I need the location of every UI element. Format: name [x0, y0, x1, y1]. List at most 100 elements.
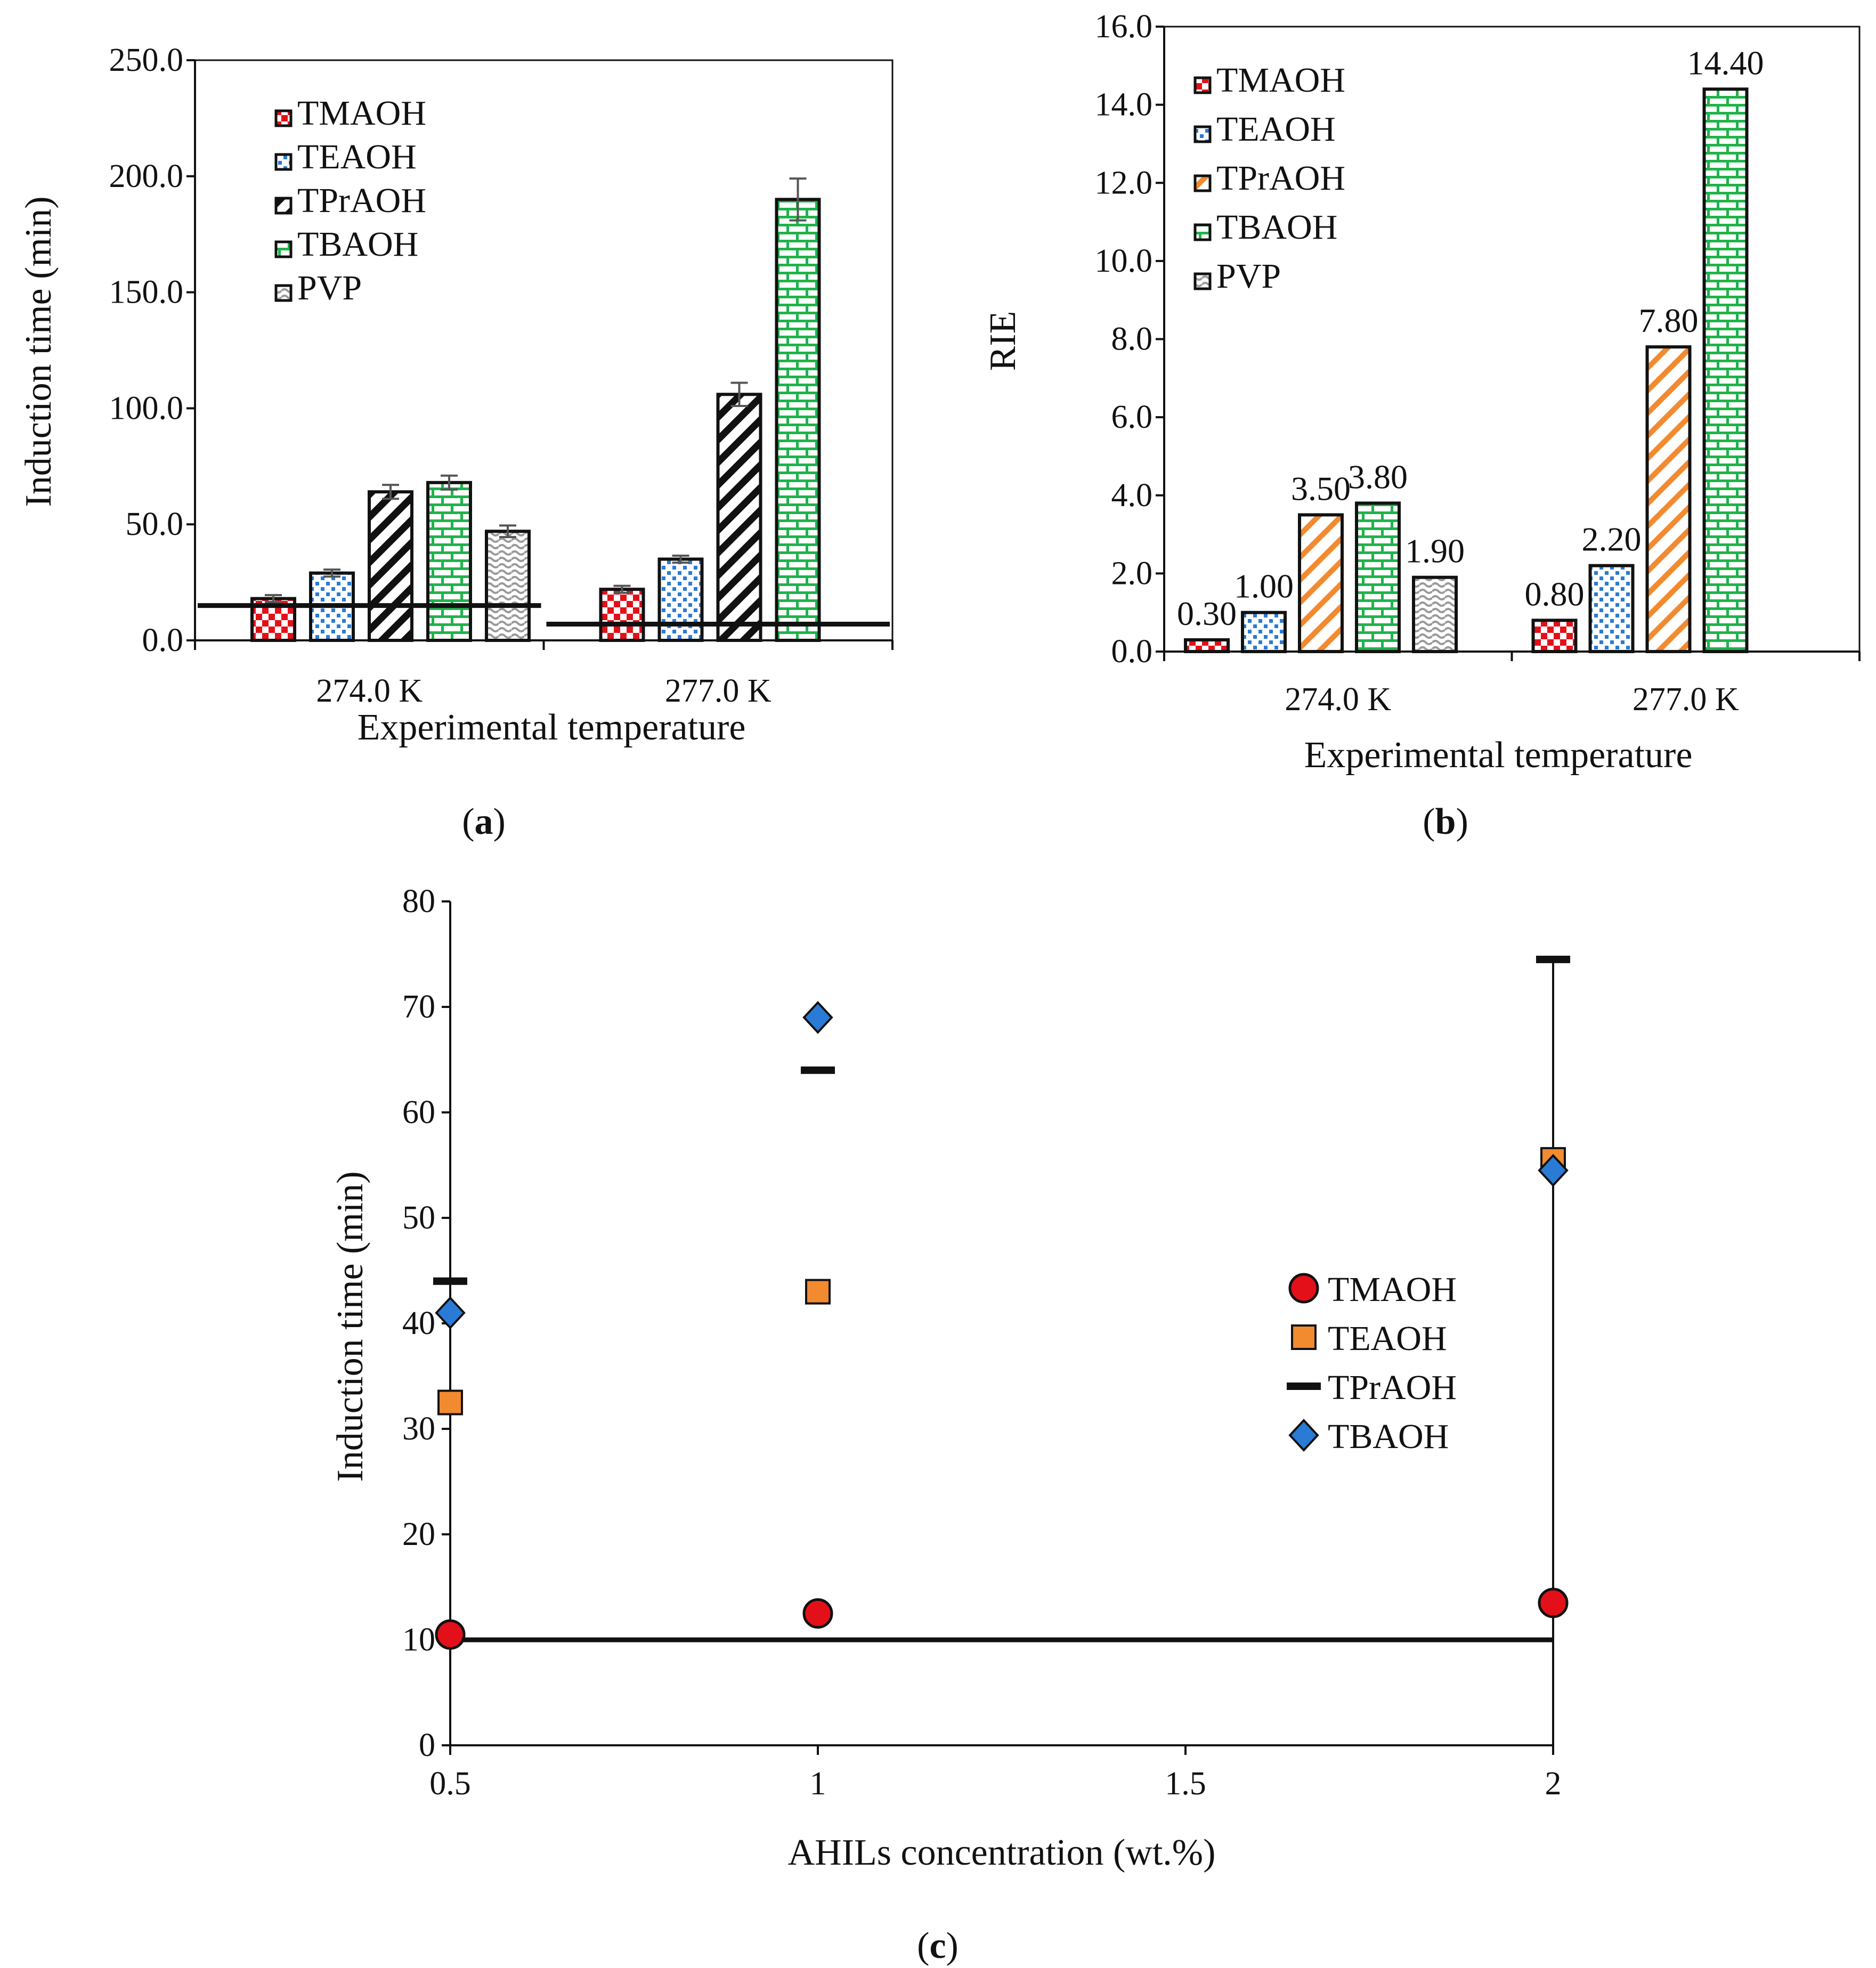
data-label: 7.80: [1639, 302, 1699, 339]
bar-tmaoh: [1184, 638, 1230, 653]
y-axis-title: Induction time (min): [330, 1171, 371, 1482]
y-tick-label: 6.0: [1111, 399, 1153, 435]
point-tpraoh: [801, 1066, 835, 1074]
legend-label-tpraoh: TPrAOH: [297, 181, 426, 220]
bar-tmaoh: [599, 588, 645, 642]
data-label: 3.50: [1291, 469, 1351, 507]
y-tick-label: 10: [402, 1622, 435, 1658]
panel-a-bar-chart: 0.0 50.0 100.0 150.0 200.0 250.0 274.0 K 277.0 …: [18, 42, 894, 748]
legend-swatch-pvp: [1193, 272, 1212, 290]
bar-teaoh: [1241, 611, 1287, 653]
panel-b-bar-chart: 0.0 2.0 4.0 6.0 8.0 10.0 12.0 14.0 16.0 274.0 K 27…: [982, 9, 1861, 776]
panel-c-scatter-chart: 0 10 20 30 40 50 60 70 80 0.5 1 1.5 2 TMAOH TEAOH TPrAO…: [330, 883, 1570, 1873]
legend-marker-tpraoh: [1287, 1383, 1321, 1390]
legend-swatch-tmaoh: [1193, 76, 1212, 94]
y-tick-label: 30: [402, 1411, 435, 1447]
point-teaoh: [437, 1389, 463, 1416]
y-tick-label: 10.0: [1095, 243, 1153, 279]
bar-tbaoh: [1702, 87, 1749, 653]
y-tick-label: 200.0: [109, 158, 184, 194]
bar-pvp: [1412, 575, 1458, 654]
point-tpraoh: [433, 1277, 467, 1285]
y-tick-label: 80: [402, 883, 435, 920]
legend-marker-teaoh: [1291, 1324, 1317, 1350]
y-tick-label: 0: [419, 1727, 435, 1763]
point-tmaoh: [1538, 1588, 1569, 1619]
x-tick-label: 277.0 K: [665, 673, 771, 709]
x-tick-label: 0.5: [429, 1766, 471, 1802]
legend-swatch-tbaoh: [274, 240, 293, 258]
x-tick-label: 1.5: [1165, 1766, 1206, 1802]
legend-label-tmaoh: TMAOH: [297, 94, 426, 133]
y-tick-label: 12.0: [1095, 165, 1153, 201]
legend-swatch-tpraoh: [274, 197, 293, 215]
point-tmaoh: [802, 1598, 833, 1629]
y-tick-label: 16.0: [1095, 9, 1153, 45]
y-tick-label: 0.0: [1111, 633, 1153, 670]
bar-tpraoh: [368, 490, 413, 642]
x-tick-label: 274.0 K: [316, 673, 423, 709]
y-axis-title: Induction time (min): [18, 196, 59, 507]
bar-tpraoh: [1298, 513, 1344, 653]
point-tbaoh: [1538, 1153, 1569, 1187]
data-label: 1.00: [1234, 567, 1294, 605]
y-tick-label: 0.0: [142, 622, 184, 658]
y-tick-label: 14.0: [1095, 87, 1153, 123]
legend-label-tpraoh: TPrAOH: [1216, 159, 1345, 198]
y-tick-label: 40: [402, 1305, 435, 1341]
x-tick-label: 277.0 K: [1633, 681, 1739, 718]
x-tick-label: 2: [1545, 1766, 1562, 1802]
legend-swatch-tbaoh: [1193, 223, 1212, 241]
legend-marker-tmaoh: [1288, 1273, 1319, 1304]
legend-label-teaoh: TEAOH: [1328, 1319, 1447, 1358]
legend-swatch-teaoh: [1193, 125, 1212, 143]
legend-label-tmaoh: TMAOH: [1328, 1270, 1457, 1309]
y-tick-label: 250.0: [109, 42, 184, 78]
data-label: 14.40: [1687, 44, 1764, 82]
bar-teaoh: [1588, 564, 1635, 654]
legend-label-tbaoh: TBAOH: [297, 225, 418, 264]
bar-teaoh: [657, 557, 704, 643]
data-label: 2.20: [1582, 521, 1642, 558]
bar-tpraoh: [1645, 345, 1692, 653]
point-teaoh: [805, 1279, 831, 1305]
legend-label-pvp: PVP: [1216, 257, 1281, 296]
x-tick-label: 274.0 K: [1285, 681, 1391, 718]
panel-label-b: (b): [1423, 801, 1468, 842]
y-tick-label: 4.0: [1111, 477, 1153, 514]
legend-swatch-tmaoh: [274, 109, 293, 127]
y-tick-label: 70: [402, 989, 435, 1025]
legend-label-teaoh: TEAOH: [1216, 110, 1336, 149]
legend-swatch-tpraoh: [1193, 174, 1212, 192]
bar-tbaoh: [1355, 501, 1401, 653]
y-tick-label: 150.0: [109, 274, 184, 311]
y-axis-title: RIE: [982, 311, 1024, 371]
legend-label-tmaoh: TMAOH: [1216, 61, 1345, 100]
panel-label-c: (c): [917, 1925, 959, 1966]
y-tick-label: 60: [402, 1094, 435, 1131]
data-label: 0.80: [1525, 575, 1585, 613]
y-tick-label: 8.0: [1111, 321, 1153, 357]
y-tick-label: 50.0: [126, 506, 184, 542]
bar-pvp: [485, 530, 531, 642]
y-tick-label: 100.0: [109, 390, 184, 426]
bar-tbaoh: [426, 481, 472, 642]
data-label: 0.30: [1177, 595, 1237, 632]
panel-label-a: (a): [462, 801, 506, 842]
y-tick-label: 50: [402, 1200, 435, 1236]
legend-marker-tbaoh: [1288, 1419, 1319, 1452]
legend-label-pvp: PVP: [297, 269, 362, 307]
x-axis-title: Experimental temperature: [1304, 735, 1693, 776]
data-label: 1.90: [1405, 532, 1465, 570]
point-tmaoh: [435, 1619, 466, 1650]
legend-label-tpraoh: TPrAOH: [1328, 1368, 1457, 1407]
legend-label-tbaoh: TBAOH: [1328, 1417, 1449, 1456]
point-tbaoh: [435, 1296, 466, 1330]
legend-swatch-teaoh: [274, 153, 293, 171]
x-axis-title: AHILs concentration (wt.%): [788, 1832, 1216, 1873]
legend-label-tbaoh: TBAOH: [1216, 208, 1337, 247]
x-axis-title: Experimental temperature: [358, 707, 746, 748]
bar-tmaoh: [1531, 619, 1578, 653]
y-tick-label: 20: [402, 1516, 435, 1552]
